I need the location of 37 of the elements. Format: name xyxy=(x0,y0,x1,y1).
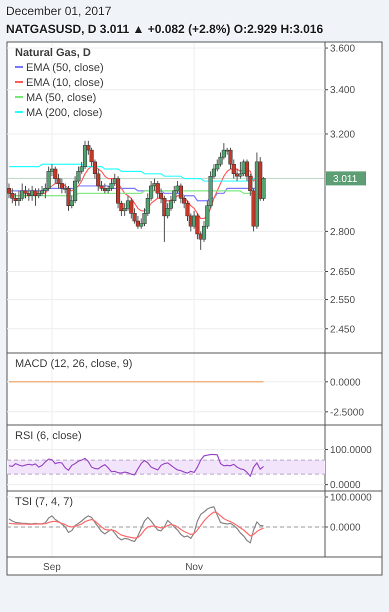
x-tick-label: Sep xyxy=(43,562,62,573)
y-tick-label: 100.0000 xyxy=(330,445,372,456)
candlestick xyxy=(40,185,44,196)
y-tick-label: 100.0000 xyxy=(330,492,372,504)
line-series xyxy=(8,511,264,539)
y-tick-label: 3.600 xyxy=(330,44,356,55)
line-series xyxy=(8,506,264,544)
candlestick xyxy=(238,161,242,180)
line-series xyxy=(8,454,264,477)
x-tick-label: Nov xyxy=(185,562,203,573)
legend-label: EMA (50, close) xyxy=(26,62,104,74)
y-tick-label: 2.450 xyxy=(330,324,356,336)
y-tick-label: 3.400 xyxy=(330,85,356,96)
candlestick xyxy=(23,185,28,199)
legend-label: MA (50, close) xyxy=(26,92,96,104)
y-tick-label: 0.0000 xyxy=(330,480,362,492)
candlestick xyxy=(36,188,41,199)
y-tick-label: 0.0000 xyxy=(330,377,362,388)
candlestick xyxy=(60,178,64,194)
chart-title: MACD (12, 26, close, 9) xyxy=(15,358,132,370)
ref-line-label: 3.011 xyxy=(333,174,358,185)
candlestick xyxy=(109,178,114,192)
text: December 01, 2017 xyxy=(6,4,112,18)
chart-title: NATGASUSD, D 3.011 ▲ +0.082 (+2.8%) O:2.929 H:3.016 xyxy=(6,22,324,36)
y-tick-label: 2.800 xyxy=(330,226,356,238)
chart-title: TSI (7, 4, 7) xyxy=(15,496,74,508)
y-tick-label: 2.650 xyxy=(330,267,356,278)
y-tick-label: 3.200 xyxy=(330,129,356,140)
legend-label: EMA (10, close) xyxy=(26,77,104,89)
chart-subtitle: Natural Gas, D xyxy=(15,47,91,59)
legend-label: MA (200, close) xyxy=(26,107,102,119)
y-tick-label: -2.5000 xyxy=(330,407,364,418)
candlestick xyxy=(66,185,71,212)
candlestick xyxy=(10,188,14,204)
y-tick-label: 0.0000 xyxy=(330,522,362,534)
y-tick-label: 2.550 xyxy=(330,295,356,306)
chart-title: RSI (6, close) xyxy=(15,430,82,442)
